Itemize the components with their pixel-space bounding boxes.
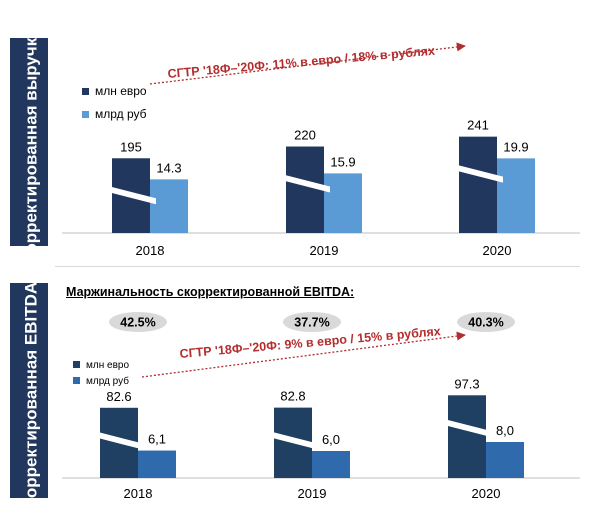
panel-divider <box>55 266 580 267</box>
cagr-label: СГТР '18Ф–'20Ф: 11% в евро / 18% в рубля… <box>167 44 435 81</box>
axis-break-mark <box>109 186 156 205</box>
margin-value: 37.7% <box>294 316 329 330</box>
value-label-rub: 14.3 <box>156 160 181 175</box>
bar-rub <box>486 442 524 478</box>
value-label-eur: 241 <box>467 118 489 133</box>
legend-swatch <box>82 88 89 95</box>
axis-break-mark <box>97 431 144 450</box>
ebitda-side-bar: Скорректированная EBITDA(8,9) <box>10 263 48 518</box>
value-label-eur: 195 <box>120 139 142 154</box>
margin-badge <box>109 312 167 332</box>
bar-rub <box>497 158 535 233</box>
category-label: 2019 <box>310 243 339 258</box>
bar-eur <box>286 146 324 233</box>
value-label-eur: 220 <box>294 128 316 143</box>
legend-swatch <box>73 377 80 384</box>
ebitda-margin-title: Маржинальность скорректированной EBITDA: <box>66 285 355 299</box>
margin-value: 40.3% <box>468 316 503 330</box>
category-label: 2020 <box>472 486 501 501</box>
bar-rub <box>138 450 176 478</box>
margin-value: 42.5% <box>120 316 155 330</box>
legend-label: млн евро <box>86 360 129 371</box>
value-label-rub: 6,1 <box>148 432 166 447</box>
value-label-eur: 82.6 <box>106 389 131 404</box>
legend-label: млрд руб <box>86 375 129 387</box>
legend-label: млрд руб <box>95 107 147 121</box>
bar-rub <box>312 451 350 478</box>
margin-badge <box>457 312 515 332</box>
revenue-side-bar: Скорректированная выручка(7,9) <box>10 10 48 274</box>
bar-rub <box>324 173 362 233</box>
category-label: 2018 <box>136 243 165 258</box>
category-label: 2020 <box>483 243 512 258</box>
value-label-rub: 15.9 <box>330 154 355 169</box>
value-label-eur: 97.3 <box>454 376 479 391</box>
legend-label: млн евро <box>95 84 147 98</box>
charts-canvas: СГТР '18Ф–'20Ф: 11% в евро / 18% в рубля… <box>62 42 580 501</box>
axis-break-mark <box>456 164 503 183</box>
bar-eur <box>459 136 497 233</box>
value-label-eur: 82.8 <box>280 389 305 404</box>
margin-badge <box>283 312 341 332</box>
bar-rub <box>150 179 188 233</box>
value-label-rub: 6,0 <box>322 432 340 447</box>
value-label-rub: 8,0 <box>496 423 514 438</box>
value-label-rub: 19.9 <box>503 139 528 154</box>
legend-swatch <box>82 111 89 118</box>
cagr-arrow <box>149 42 466 85</box>
axis-break-mark <box>283 174 330 193</box>
bar-eur <box>448 395 486 478</box>
category-label: 2018 <box>124 486 153 501</box>
legend-swatch <box>73 361 80 368</box>
axis-break-mark <box>445 419 492 438</box>
axis-break-mark <box>271 431 318 450</box>
category-label: 2019 <box>298 486 327 501</box>
